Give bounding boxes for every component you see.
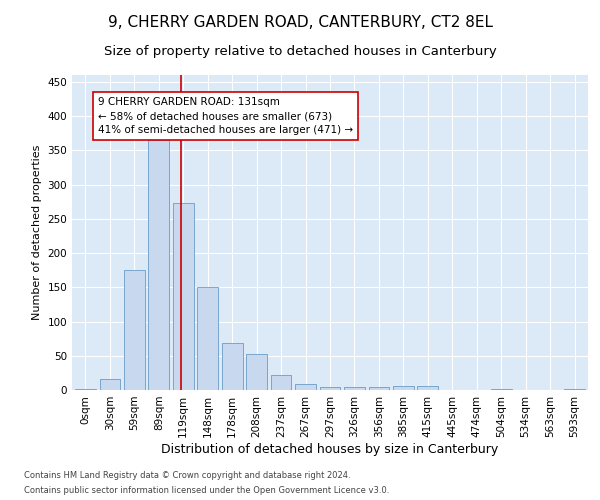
Text: Contains HM Land Registry data © Crown copyright and database right 2024.: Contains HM Land Registry data © Crown c…	[24, 471, 350, 480]
Bar	[100, 379, 120, 390]
Bar	[148, 140, 169, 390]
Text: 9 CHERRY GARDEN ROAD: 131sqm
← 58% of detached houses are smaller (673)
41% of s: 9 CHERRY GARDEN ROAD: 131sqm ← 58% of de…	[98, 97, 353, 135]
Text: Size of property relative to detached houses in Canterbury: Size of property relative to detached ho…	[104, 45, 496, 58]
Bar	[75, 388, 96, 390]
Bar	[320, 386, 340, 390]
Bar	[246, 354, 267, 390]
Bar	[564, 388, 585, 390]
Bar	[173, 203, 194, 390]
Text: 9, CHERRY GARDEN ROAD, CANTERBURY, CT2 8EL: 9, CHERRY GARDEN ROAD, CANTERBURY, CT2 8…	[107, 15, 493, 30]
Bar	[295, 384, 316, 390]
Bar	[393, 386, 414, 390]
X-axis label: Distribution of detached houses by size in Canterbury: Distribution of detached houses by size …	[161, 442, 499, 456]
Y-axis label: Number of detached properties: Number of detached properties	[32, 145, 42, 320]
Bar	[124, 270, 145, 390]
Bar	[271, 375, 292, 390]
Bar	[197, 286, 218, 390]
Bar	[368, 386, 389, 390]
Bar	[418, 386, 438, 390]
Bar	[344, 386, 365, 390]
Bar	[222, 343, 242, 390]
Bar	[491, 388, 512, 390]
Text: Contains public sector information licensed under the Open Government Licence v3: Contains public sector information licen…	[24, 486, 389, 495]
